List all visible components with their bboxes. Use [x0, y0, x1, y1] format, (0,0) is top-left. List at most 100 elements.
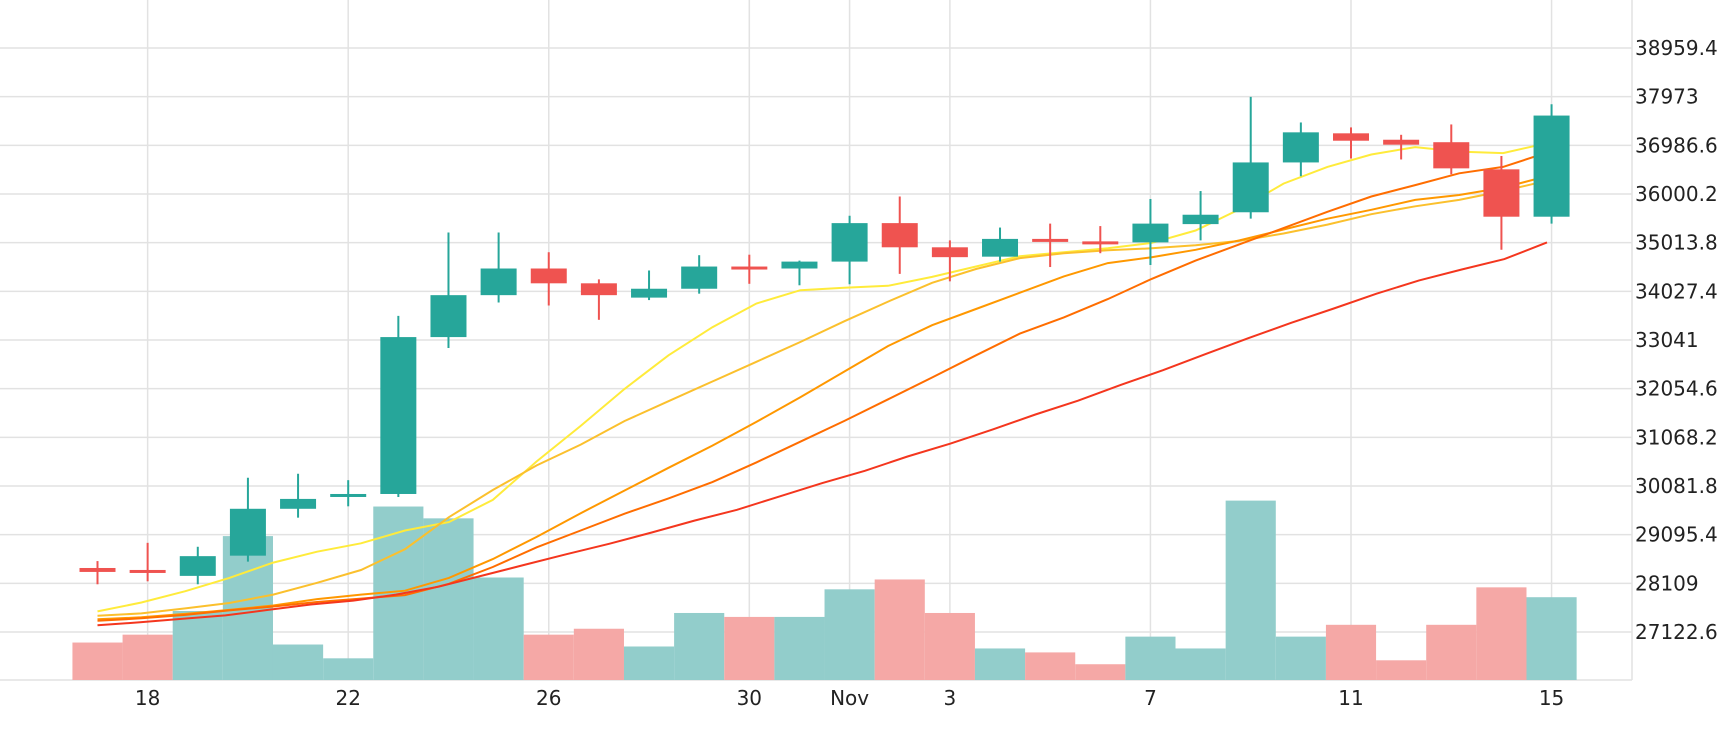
volume-bar: [1075, 664, 1126, 680]
moving-average-line: [97, 175, 1548, 621]
moving-average-line: [97, 142, 1548, 613]
volume-bar: [1426, 624, 1477, 680]
x-tick-label: 3: [944, 686, 957, 710]
candle-body: [1282, 132, 1319, 163]
y-tick-label: 30081.8: [1635, 474, 1718, 498]
y-tick-label: 31068.2: [1635, 425, 1718, 449]
volume-bar: [423, 518, 474, 680]
candle-body: [430, 295, 467, 338]
candle-body: [982, 238, 1019, 257]
candle: [881, 196, 918, 274]
candle: [330, 480, 367, 507]
candle-body: [280, 498, 317, 509]
candle: [530, 252, 567, 306]
candle-body: [330, 493, 367, 497]
candle: [831, 215, 868, 285]
x-tick-label: 18: [135, 686, 160, 710]
candle-body: [781, 261, 818, 269]
x-tick-label: 7: [1144, 686, 1157, 710]
candle: [1182, 191, 1219, 241]
candle-body: [931, 247, 968, 258]
volume-bar: [72, 642, 123, 680]
candle-body: [731, 266, 768, 270]
candle: [1433, 124, 1470, 175]
candle: [1483, 156, 1520, 250]
y-tick-label: 29095.4: [1635, 523, 1718, 547]
candle: [580, 279, 617, 320]
candle-body: [179, 556, 216, 576]
candle-body: [480, 268, 517, 296]
y-tick-label: 32054.6: [1635, 377, 1718, 401]
volume-bar: [272, 644, 324, 680]
candles: [79, 96, 1570, 585]
candle-body: [881, 223, 918, 248]
volume-bar: [1325, 624, 1377, 680]
volume-bar: [674, 612, 725, 680]
volume-bar: [974, 648, 1026, 680]
candle: [480, 232, 517, 303]
moving-average-line: [97, 241, 1548, 627]
volume-bar: [774, 616, 825, 680]
volume-bar: [623, 646, 675, 680]
candle: [430, 232, 467, 348]
candle: [681, 255, 718, 294]
volume-bar: [1125, 636, 1176, 680]
volume-bar: [1225, 500, 1276, 680]
candle: [982, 227, 1019, 262]
candle: [1132, 198, 1169, 266]
candle-body: [1483, 169, 1520, 217]
candle: [280, 473, 317, 518]
y-tick-label: 36000.2: [1635, 182, 1718, 206]
candle-body: [1433, 142, 1470, 169]
y-tick-label: 27122.6: [1635, 620, 1718, 644]
candle-body: [1032, 238, 1069, 242]
candle: [380, 315, 417, 497]
axes: 38959.4 37973 36986.6 36000.2 35013.8 34027.4…: [135, 36, 1718, 710]
candle-body: [530, 268, 567, 284]
moving-average-lines: [97, 142, 1548, 627]
volume-bar: [1476, 587, 1527, 680]
candle-body: [1232, 162, 1269, 213]
volume-bar: [523, 634, 574, 680]
x-tick-label: 22: [335, 686, 360, 710]
x-tick-label: 11: [1338, 686, 1363, 710]
volume-bar: [1275, 636, 1326, 680]
candle: [1232, 96, 1269, 219]
candle: [1032, 223, 1069, 268]
volume-bar: [323, 658, 374, 680]
volume-bar: [1526, 597, 1577, 680]
candle: [781, 260, 818, 286]
candle-body: [129, 569, 166, 573]
moving-average-line: [97, 179, 1548, 617]
candle-body: [1383, 139, 1420, 145]
candle-body: [1182, 214, 1219, 225]
candle: [1282, 122, 1319, 177]
candle: [1533, 104, 1570, 224]
candle-body: [1082, 241, 1119, 245]
x-tick-label: 26: [536, 686, 561, 710]
volume-bars: [72, 500, 1577, 680]
volume-bar: [172, 611, 223, 680]
candle-body: [1533, 115, 1570, 217]
volume-bar: [1175, 648, 1226, 680]
candle: [931, 240, 968, 282]
y-tick-label: 33041: [1635, 328, 1699, 352]
x-tick-label: 30: [737, 686, 762, 710]
volume-bar: [1376, 660, 1427, 680]
candle-body: [79, 567, 116, 572]
volume-bar: [1025, 652, 1076, 680]
volume-bar: [824, 589, 875, 680]
y-tick-label: 28109: [1635, 571, 1699, 595]
volume-bar: [573, 628, 624, 680]
volume-bar: [724, 616, 775, 680]
candle: [179, 546, 216, 585]
candle: [229, 477, 266, 562]
candle-body: [580, 283, 617, 296]
candle: [1082, 226, 1119, 254]
candle: [1383, 134, 1420, 160]
x-tick-label: 15: [1539, 686, 1564, 710]
volume-bar: [122, 634, 173, 680]
y-tick-label: 35013.8: [1635, 231, 1718, 255]
